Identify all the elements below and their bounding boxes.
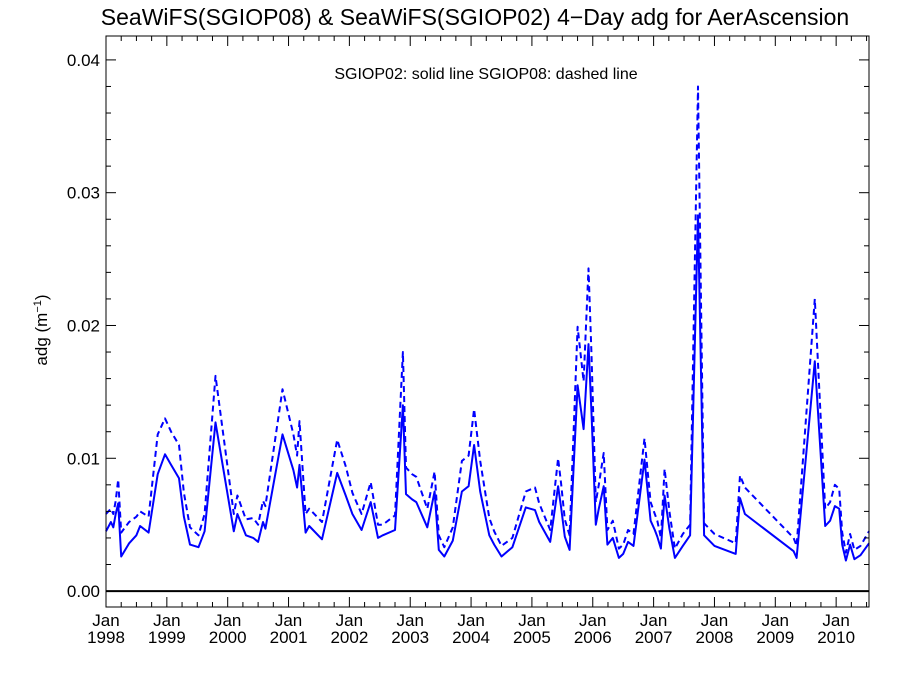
y-tick-label: 0.02 (67, 316, 100, 335)
x-tick-label-month: Jan (336, 611, 363, 630)
series-line-solid (105, 214, 870, 562)
x-tick-label-month: Jan (762, 611, 789, 630)
chart-title: SeaWiFS(SGIOP08) & SeaWiFS(SGIOP02) 4−Da… (101, 4, 849, 30)
plot-area: Jan1998Jan1999Jan2000Jan2001Jan2002Jan20… (67, 35, 870, 647)
x-tick-label-year: 2000 (209, 628, 247, 647)
x-tick-label-month: Jan (275, 611, 302, 630)
x-tick-label-year: 2007 (635, 628, 673, 647)
x-tick-label-month: Jan (214, 611, 241, 630)
y-axis-label-unit-exponent: −1 (32, 300, 44, 313)
x-tick-label-year: 2003 (391, 628, 429, 647)
y-tick-label: 0.04 (67, 51, 100, 70)
line-style-note: SGIOP02: solid line SGIOP08: dashed line (334, 66, 637, 83)
x-tick-label-year: 2006 (574, 628, 612, 647)
series-line-dashed (105, 85, 870, 554)
x-tick-label-month: Jan (397, 611, 424, 630)
y-axis-label: adg (m−1) (32, 294, 51, 365)
x-tick-label-year: 2005 (513, 628, 551, 647)
x-tick-label-month: Jan (579, 611, 606, 630)
y-axis-label-text: adg (m (32, 313, 51, 366)
x-tick-label-year: 1999 (148, 628, 186, 647)
x-tick-label-year: 2004 (452, 628, 490, 647)
x-tick-label-year: 2001 (270, 628, 308, 647)
x-tick-label-month: Jan (822, 611, 849, 630)
x-tick-label-year: 2009 (756, 628, 794, 647)
x-tick-label-year: 2002 (330, 628, 368, 647)
x-tick-label-month: Jan (92, 611, 119, 630)
y-axis-label-close: ) (32, 294, 51, 300)
x-tick-label-year: 2010 (817, 628, 855, 647)
x-tick-label-year: 1998 (87, 628, 125, 647)
y-tick-label: 0.01 (67, 449, 100, 468)
x-tick-label-month: Jan (457, 611, 484, 630)
plot-frame (105, 35, 870, 608)
x-tick-label-year: 2008 (696, 628, 734, 647)
x-tick-label-month: Jan (640, 611, 667, 630)
x-tick-label-month: Jan (153, 611, 180, 630)
x-tick-label-month: Jan (518, 611, 545, 630)
y-tick-label: 0.00 (67, 582, 100, 601)
y-tick-label: 0.03 (67, 184, 100, 203)
x-tick-label-month: Jan (701, 611, 728, 630)
